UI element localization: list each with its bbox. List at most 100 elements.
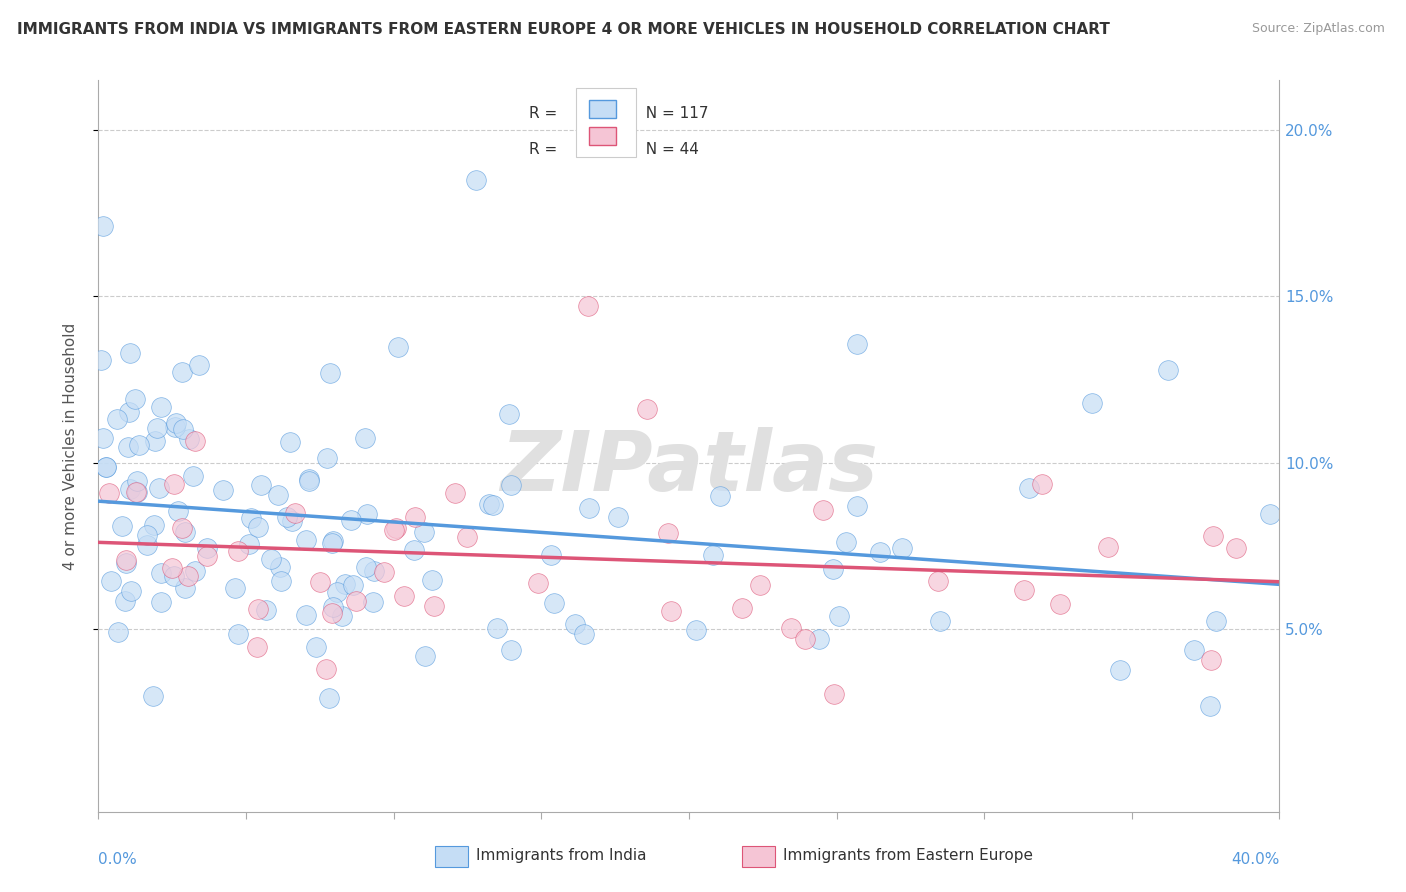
Point	[128, 438, 150, 452]
Point	[499, 478, 522, 492]
Point	[540, 548, 562, 562]
Point	[136, 538, 159, 552]
Point	[835, 535, 858, 549]
Point	[125, 484, 148, 499]
Point	[254, 603, 277, 617]
Point	[821, 562, 844, 576]
Point	[195, 541, 218, 556]
Point	[1184, 642, 1206, 657]
Point	[1108, 663, 1130, 677]
Point	[572, 627, 595, 641]
Point	[498, 407, 520, 421]
Point	[485, 621, 508, 635]
Point	[246, 601, 269, 615]
Point	[422, 574, 444, 588]
Point	[1202, 529, 1225, 543]
Point	[1097, 540, 1119, 554]
Point	[456, 531, 478, 545]
Point	[107, 624, 129, 639]
Point	[170, 366, 193, 380]
Text: R =: R =	[530, 105, 562, 120]
Point	[1258, 507, 1281, 521]
Point	[148, 481, 170, 495]
Point	[318, 690, 340, 705]
Point	[259, 551, 281, 566]
Point	[118, 482, 141, 496]
Point	[527, 576, 550, 591]
Point	[543, 596, 565, 610]
Point	[170, 521, 193, 535]
Point	[356, 507, 378, 521]
Point	[226, 626, 249, 640]
Point	[423, 599, 446, 614]
Point	[173, 525, 195, 540]
Text: Immigrants from Eastern Europe: Immigrants from Eastern Europe	[783, 848, 1033, 863]
Point	[278, 435, 301, 450]
Point	[702, 548, 724, 562]
Point	[402, 543, 425, 558]
Point	[499, 643, 522, 657]
Point	[808, 632, 831, 646]
Point	[322, 600, 344, 615]
Point	[270, 574, 292, 589]
Point	[315, 450, 337, 465]
Point	[335, 576, 357, 591]
Point	[845, 500, 868, 514]
Point	[163, 419, 186, 434]
Legend: , : ,	[576, 88, 636, 157]
Point	[326, 585, 349, 599]
Text: 40.0%: 40.0%	[1232, 852, 1279, 867]
Point	[146, 421, 169, 435]
Text: -0.227: -0.227	[576, 142, 626, 157]
Point	[124, 392, 146, 406]
Point	[105, 411, 128, 425]
Text: IMMIGRANTS FROM INDIA VS IMMIGRANTS FROM EASTERN EUROPE 4 OR MORE VEHICLES IN HO: IMMIGRANTS FROM INDIA VS IMMIGRANTS FROM…	[17, 22, 1109, 37]
Point	[405, 509, 427, 524]
Point	[267, 488, 290, 502]
Point	[224, 582, 246, 596]
Point	[869, 545, 891, 559]
Point	[564, 617, 586, 632]
Point	[354, 431, 377, 445]
Point	[177, 433, 200, 447]
Point	[114, 593, 136, 607]
Point	[90, 352, 112, 367]
Point	[1018, 481, 1040, 495]
Point	[415, 648, 437, 663]
Point	[929, 614, 952, 628]
Point	[280, 514, 302, 528]
Point	[211, 483, 233, 497]
Point	[111, 519, 134, 533]
Point	[117, 405, 139, 419]
Point	[748, 577, 770, 591]
Point	[794, 632, 817, 646]
Point	[363, 564, 385, 578]
Point	[149, 595, 172, 609]
FancyBboxPatch shape	[742, 847, 775, 867]
Point	[298, 475, 321, 489]
Point	[342, 578, 364, 592]
Point	[1225, 541, 1247, 555]
Point	[183, 468, 205, 483]
Point	[373, 565, 395, 579]
Point	[1199, 653, 1222, 667]
Point	[91, 219, 114, 233]
Point	[115, 556, 138, 570]
Text: ZIPatlas: ZIPatlas	[501, 427, 877, 508]
Point	[344, 593, 367, 607]
Point	[444, 485, 467, 500]
Point	[305, 640, 328, 654]
Point	[93, 431, 115, 445]
Point	[636, 402, 658, 417]
Point	[188, 359, 211, 373]
Point	[120, 346, 142, 360]
Point	[269, 560, 291, 574]
FancyBboxPatch shape	[434, 847, 468, 867]
Point	[284, 507, 307, 521]
Point	[1049, 597, 1071, 611]
Point	[184, 565, 207, 579]
Point	[276, 510, 298, 524]
Point	[184, 434, 207, 449]
Point	[319, 366, 342, 380]
Point	[890, 541, 912, 555]
